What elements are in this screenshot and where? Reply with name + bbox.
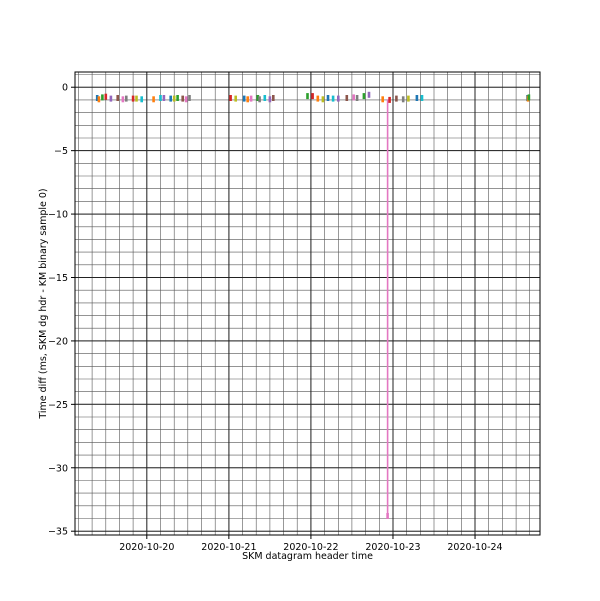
data-point bbox=[188, 95, 191, 101]
data-point bbox=[316, 95, 320, 102]
data-point bbox=[162, 95, 166, 101]
data-point bbox=[352, 94, 355, 101]
y-tick-label: −15 bbox=[48, 273, 68, 284]
data-point bbox=[407, 95, 410, 102]
data-point bbox=[169, 95, 172, 102]
y-tick-label: −20 bbox=[48, 336, 68, 347]
data-point bbox=[256, 95, 260, 101]
data-point bbox=[125, 95, 128, 102]
data-point bbox=[263, 95, 267, 101]
data-point bbox=[388, 96, 391, 103]
data-point bbox=[116, 95, 119, 101]
x-axis-label: SKM datagram header time bbox=[242, 551, 373, 562]
data-point bbox=[101, 94, 104, 101]
data-point bbox=[95, 95, 99, 101]
data-point bbox=[140, 96, 143, 103]
data-point bbox=[172, 95, 176, 102]
data-point bbox=[367, 91, 371, 98]
data-point bbox=[268, 96, 272, 103]
series-layer bbox=[95, 91, 531, 519]
data-point bbox=[415, 95, 419, 101]
plot-area-frame bbox=[74, 71, 541, 536]
data-point bbox=[311, 93, 314, 100]
data-point bbox=[331, 95, 335, 102]
data-point bbox=[258, 96, 261, 103]
data-point bbox=[386, 513, 389, 519]
data-point bbox=[345, 95, 349, 101]
data-point bbox=[249, 95, 253, 102]
y-tick-label: −30 bbox=[48, 463, 68, 474]
x-tick-label: 2020-10-23 bbox=[365, 542, 420, 553]
x-tick-label: 2020-10-24 bbox=[447, 542, 502, 553]
tick-layer: 2020-10-20 2020-10-21 2020-10-22 2020-10-23… bbox=[48, 83, 503, 553]
data-point bbox=[181, 95, 184, 102]
data-point bbox=[337, 95, 340, 102]
data-point bbox=[395, 95, 398, 102]
data-point bbox=[321, 96, 325, 103]
data-point bbox=[234, 95, 237, 102]
data-point bbox=[135, 95, 138, 102]
data-point bbox=[176, 95, 179, 101]
x-tick-label: 2020-10-20 bbox=[119, 542, 174, 553]
data-point bbox=[184, 96, 188, 103]
data-point bbox=[272, 95, 275, 101]
y-tick-label: 0 bbox=[62, 83, 68, 94]
data-point bbox=[355, 95, 359, 101]
data-point bbox=[246, 96, 249, 103]
data-point bbox=[401, 96, 405, 103]
grid-layer bbox=[75, 72, 540, 535]
data-point bbox=[420, 95, 424, 101]
data-point bbox=[362, 93, 366, 100]
data-point bbox=[104, 93, 108, 100]
data-point bbox=[381, 96, 384, 103]
x-tick-label: 2020-10-21 bbox=[201, 542, 256, 553]
y-tick-label: −25 bbox=[48, 400, 68, 411]
data-point bbox=[109, 95, 113, 102]
data-point bbox=[131, 95, 135, 102]
data-point bbox=[242, 95, 246, 102]
data-point bbox=[229, 95, 232, 101]
y-tick-label: −35 bbox=[48, 527, 68, 538]
y-tick-label: −5 bbox=[54, 146, 68, 157]
data-point bbox=[326, 95, 330, 101]
data-point bbox=[121, 96, 125, 103]
x-tick-label: 2020-10-22 bbox=[283, 542, 338, 553]
y-axis-label: Time diff (ms, SKM dg hdr - KM binary sa… bbox=[38, 188, 49, 419]
y-tick-label: −10 bbox=[48, 210, 68, 221]
data-point bbox=[306, 93, 309, 100]
data-point bbox=[527, 94, 531, 101]
data-point bbox=[152, 96, 155, 103]
data-point bbox=[159, 95, 162, 101]
data-point bbox=[97, 96, 101, 103]
